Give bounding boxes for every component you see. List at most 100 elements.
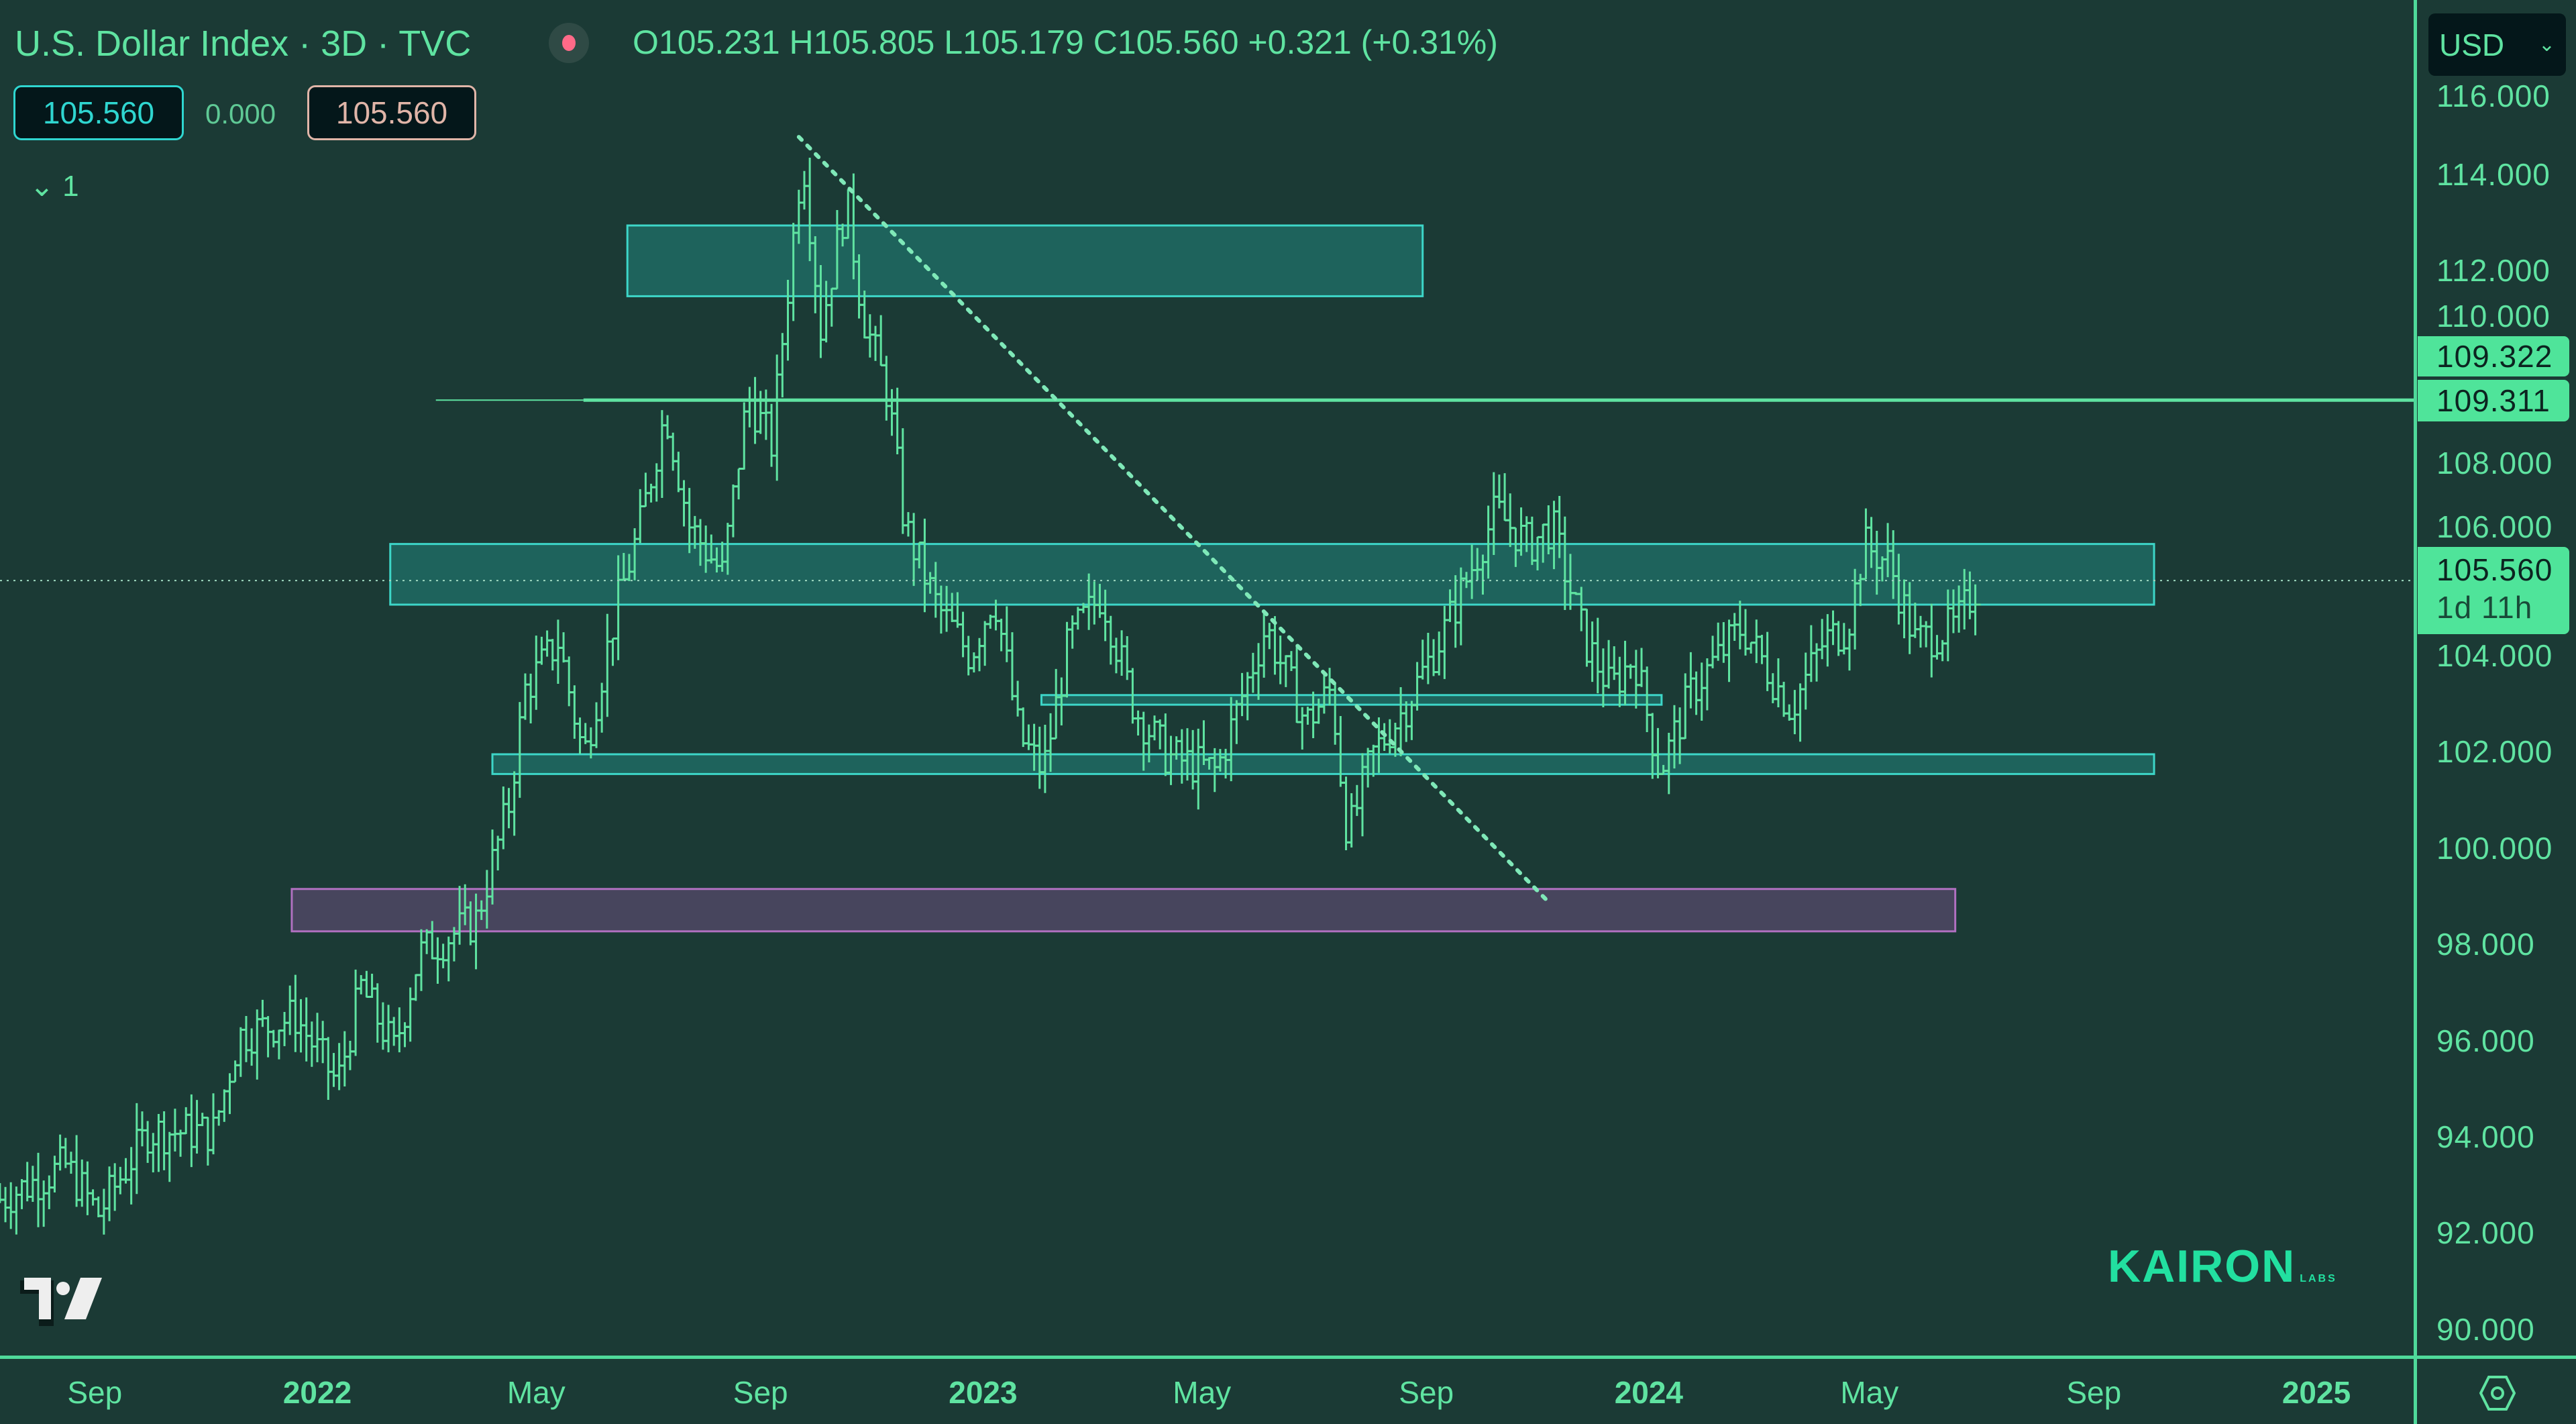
ohlc-bar — [312, 1013, 323, 1062]
ohlc-bar — [744, 387, 755, 427]
ohlc-bar — [317, 1021, 329, 1064]
ohlc-bar — [432, 937, 443, 984]
ohlc-bar — [1061, 621, 1073, 698]
price-tick-label: 112.000 — [2436, 253, 2551, 289]
ohlc-bar — [870, 325, 881, 361]
ohlc-bar — [558, 632, 570, 663]
ohlc-bar — [531, 635, 542, 710]
ohlc-bar — [1822, 614, 1833, 667]
ohlc-bar — [1817, 619, 1828, 660]
ohlc-bar — [1264, 623, 1275, 650]
ohlc-bar — [766, 403, 777, 467]
ohlc-bar — [405, 987, 416, 1042]
drawing-layer — [290, 224, 2155, 933]
time-tick-label: Sep — [1399, 1375, 1454, 1410]
sell-price-button[interactable]: 105.560 — [13, 85, 184, 140]
resistance-zone — [626, 224, 1424, 297]
time-tick-label: 2024 — [1614, 1375, 1684, 1410]
ohlc-bar — [142, 1121, 154, 1163]
ohlc-bar — [1116, 630, 1128, 676]
ohlc-bar — [1340, 776, 1352, 851]
ohlc-bar — [897, 428, 908, 534]
ohlc-bar — [1335, 716, 1346, 787]
ohlc-bar — [148, 1133, 159, 1173]
market-status-dot-icon[interactable] — [549, 23, 589, 63]
ohlc-bar — [388, 1017, 400, 1046]
ohlc-bar — [1253, 643, 1265, 700]
ohlc-bar — [733, 468, 745, 500]
price-chart[interactable] — [0, 0, 2415, 1356]
ohlc-bar — [191, 1100, 203, 1154]
ohlc-bar — [54, 1134, 66, 1171]
ohlc-bar — [1926, 603, 1937, 678]
ohlc-bar — [651, 463, 662, 502]
ohlc-bar — [115, 1166, 126, 1194]
ohlc-bar — [1012, 680, 1024, 717]
ohlc-bar — [82, 1161, 93, 1215]
ohlc-bar — [394, 1007, 405, 1053]
ohlc-bar — [574, 717, 586, 754]
ohlc-bar — [279, 1011, 290, 1046]
last-price-tag: 105.560 1d 11h — [2418, 547, 2569, 634]
price-tick-label: 98.000 — [2436, 927, 2535, 962]
ohlc-bar — [1379, 723, 1390, 751]
tradingview-logo[interactable] — [19, 1275, 106, 1329]
ohlc-bar — [1778, 681, 1790, 717]
price-tick-label: 92.000 — [2436, 1215, 2535, 1251]
ohlc-bar — [38, 1180, 50, 1227]
ohlc-bar — [410, 974, 421, 1001]
indicators-toggle[interactable]: ⌄ 1 — [30, 170, 79, 203]
ohlc-bar — [366, 974, 378, 998]
ohlc-bar — [202, 1116, 213, 1166]
ohlc-bar — [973, 638, 985, 672]
ohlc-bar — [87, 1189, 99, 1206]
ohlc-readout: O105.231 H105.805 L105.179 C105.560 +0.3… — [633, 23, 1498, 61]
ohlc-bar — [93, 1197, 104, 1217]
symbol-title[interactable]: U.S. Dollar Index · 3D · TVC — [15, 23, 472, 64]
ohlc-bar — [1406, 701, 1417, 740]
last-price-value: 105.560 — [2436, 552, 2553, 587]
ohlc-bar — [1794, 683, 1806, 742]
ohlc-bar — [219, 1089, 230, 1122]
ohlc-bar — [1018, 707, 1029, 748]
ohlc-bar — [1149, 715, 1161, 741]
ohlc-bar — [125, 1147, 137, 1205]
ohlc-bar — [547, 639, 558, 671]
ohlc-bar — [350, 969, 362, 1056]
ohlc-bar — [21, 1162, 33, 1202]
currency-label: USD — [2439, 27, 2505, 62]
ohlc-bar — [197, 1113, 208, 1127]
ohlc-bar — [1401, 701, 1412, 742]
ohlc-bar — [1789, 690, 1801, 735]
price-tick-label: 100.000 — [2436, 830, 2553, 866]
ohlc-bar — [1351, 784, 1362, 816]
ohlc-bar — [235, 1027, 246, 1077]
ohlc-bar — [372, 983, 383, 1043]
ohlc-bar — [1428, 639, 1440, 676]
price-axis-border — [2414, 0, 2417, 1424]
ohlc-bar — [328, 1053, 339, 1087]
ohlc-bar — [875, 315, 887, 366]
settings-gear-icon[interactable] — [2479, 1374, 2516, 1412]
buy-price-button[interactable]: 105.560 — [307, 85, 476, 140]
ohlc-bar — [1346, 793, 1357, 848]
ohlc-bar — [1434, 631, 1445, 676]
ohlc-bar — [996, 618, 1007, 652]
ohlc-bar — [339, 1031, 350, 1086]
ohlc-bar — [1921, 621, 1932, 648]
ohlc-bar — [257, 999, 268, 1027]
price-tag-109-311: 109.311 — [2418, 380, 2569, 421]
ohlc-bar — [957, 611, 969, 658]
price-tick-label: 90.000 — [2436, 1311, 2535, 1347]
ohlc-bar — [1439, 605, 1450, 679]
ohlc-bar — [44, 1175, 55, 1209]
ohlc-bar — [1132, 710, 1144, 736]
bar-countdown: 1d 11h — [2436, 590, 2533, 625]
ohlc-bar — [158, 1111, 170, 1170]
ohlc-bar — [224, 1073, 235, 1115]
ohlc-bar — [1635, 648, 1647, 687]
ohlc-bar — [356, 975, 367, 995]
currency-dropdown[interactable]: USD ⌄ — [2428, 13, 2566, 76]
ohlc-bar — [1838, 623, 1849, 655]
ohlc-bar — [1690, 671, 1702, 715]
